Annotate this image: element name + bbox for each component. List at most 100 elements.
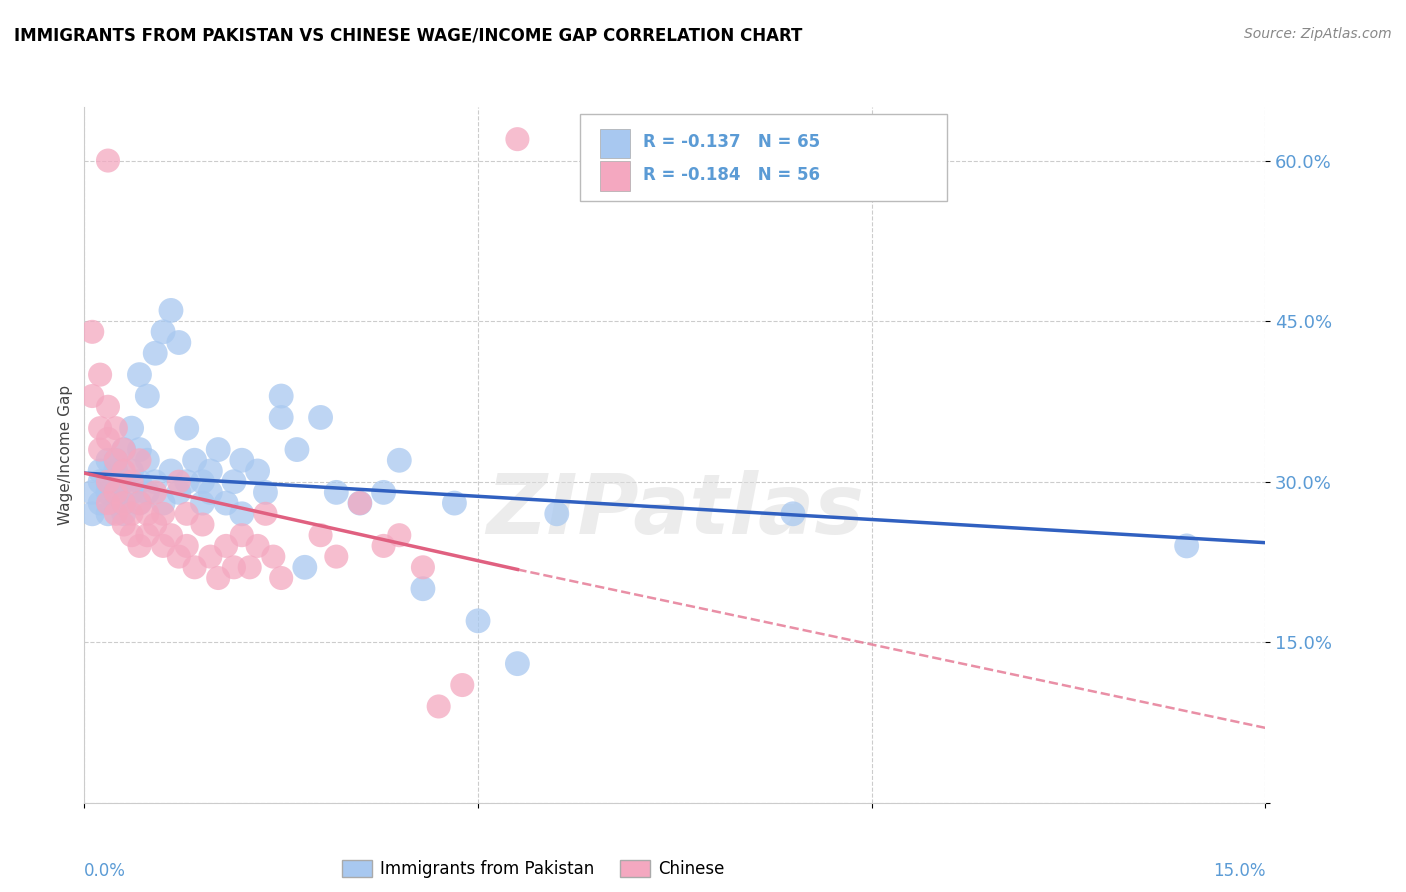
Point	[160, 528, 183, 542]
Point	[82, 389, 104, 403]
Point	[97, 432, 120, 446]
Point	[143, 485, 166, 500]
Point	[128, 442, 150, 457]
Point	[200, 485, 222, 500]
Point	[215, 496, 238, 510]
Point	[160, 464, 183, 478]
Y-axis label: Wage/Income Gap: Wage/Income Gap	[58, 384, 73, 525]
Point	[160, 303, 183, 318]
Point	[104, 453, 127, 467]
Point	[254, 507, 277, 521]
Point	[112, 507, 135, 521]
Text: R = -0.184   N = 56: R = -0.184 N = 56	[643, 166, 820, 184]
Text: ZIPatlas: ZIPatlas	[486, 470, 863, 551]
Point	[112, 475, 135, 489]
Point	[325, 549, 347, 564]
Point	[200, 549, 222, 564]
Point	[97, 475, 120, 489]
Point	[97, 507, 120, 521]
Point	[104, 464, 127, 478]
Bar	[600, 161, 630, 191]
Point	[121, 507, 143, 521]
Point	[200, 464, 222, 478]
Point	[388, 528, 411, 542]
Point	[782, 507, 804, 521]
Point	[176, 539, 198, 553]
Point	[89, 496, 111, 510]
Point	[176, 421, 198, 435]
Point	[443, 496, 465, 510]
Point	[143, 517, 166, 532]
Text: 15.0%: 15.0%	[1213, 862, 1265, 880]
Point	[121, 475, 143, 489]
Point	[231, 528, 253, 542]
Point	[254, 485, 277, 500]
Point	[128, 496, 150, 510]
Point	[270, 410, 292, 425]
Point	[506, 132, 529, 146]
Point	[467, 614, 489, 628]
Point	[285, 442, 308, 457]
Legend: Immigrants from Pakistan, Chinese: Immigrants from Pakistan, Chinese	[336, 854, 731, 885]
Text: R = -0.137   N = 65: R = -0.137 N = 65	[643, 133, 820, 151]
Point	[207, 442, 229, 457]
Point	[136, 389, 159, 403]
Point	[97, 453, 120, 467]
Point	[97, 496, 120, 510]
Point	[136, 528, 159, 542]
Point	[231, 453, 253, 467]
Point	[183, 560, 205, 574]
Point	[546, 507, 568, 521]
Point	[128, 475, 150, 489]
Point	[176, 475, 198, 489]
Point	[325, 485, 347, 500]
Point	[89, 442, 111, 457]
Point	[136, 453, 159, 467]
Point	[97, 153, 120, 168]
Point	[309, 528, 332, 542]
Point	[262, 549, 284, 564]
Point	[128, 453, 150, 467]
Point	[246, 464, 269, 478]
Point	[121, 421, 143, 435]
Point	[82, 485, 104, 500]
Point	[506, 657, 529, 671]
Point	[104, 496, 127, 510]
Point	[97, 400, 120, 414]
Text: Source: ZipAtlas.com: Source: ZipAtlas.com	[1244, 27, 1392, 41]
Point	[1175, 539, 1198, 553]
Point	[349, 496, 371, 510]
Point	[143, 346, 166, 360]
Point	[152, 496, 174, 510]
Point	[136, 485, 159, 500]
Point	[89, 368, 111, 382]
Point	[412, 582, 434, 596]
Point	[104, 485, 127, 500]
Point	[136, 507, 159, 521]
Point	[246, 539, 269, 553]
Point	[143, 475, 166, 489]
Point	[128, 539, 150, 553]
Point	[412, 560, 434, 574]
Point	[89, 475, 111, 489]
Point	[104, 421, 127, 435]
Point	[167, 335, 190, 350]
Point	[82, 325, 104, 339]
Point	[239, 560, 262, 574]
Point	[167, 475, 190, 489]
Point	[121, 464, 143, 478]
Point	[152, 539, 174, 553]
Point	[112, 496, 135, 510]
Point	[215, 539, 238, 553]
Point	[373, 485, 395, 500]
Point	[89, 464, 111, 478]
Point	[191, 496, 214, 510]
Point	[270, 389, 292, 403]
FancyBboxPatch shape	[581, 114, 946, 201]
Point	[112, 442, 135, 457]
Point	[112, 517, 135, 532]
Point	[152, 507, 174, 521]
Point	[191, 517, 214, 532]
Point	[112, 496, 135, 510]
Point	[451, 678, 474, 692]
